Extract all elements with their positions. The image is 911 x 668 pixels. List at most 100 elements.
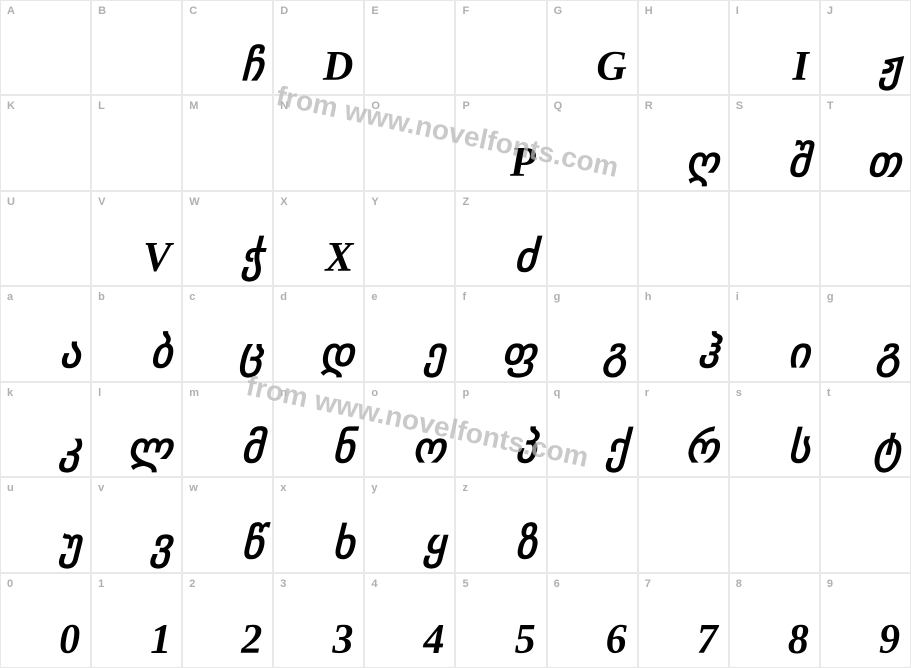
character-map-grid: A BCჩDDEFGGHIIJჟ K LMNO PPQRღSშTთ UVVWჭXXYZძ a…: [0, 0, 911, 668]
glyph-cell[interactable]: [729, 477, 820, 572]
cell-glyph: კ: [59, 428, 80, 470]
glyph-cell[interactable]: 00: [0, 573, 91, 668]
glyph-cell[interactable]: tტ: [820, 382, 911, 477]
glyph-cell[interactable]: eე: [364, 286, 455, 381]
glyph-cell[interactable]: II: [729, 0, 820, 95]
glyph-cell[interactable]: Jჟ: [820, 0, 911, 95]
cell-glyph: ჩ: [240, 46, 262, 88]
glyph-cell[interactable]: qქ: [547, 382, 638, 477]
glyph-cell[interactable]: [820, 477, 911, 572]
glyph-cell[interactable]: [547, 477, 638, 572]
glyph-cell[interactable]: xხ: [273, 477, 364, 572]
glyph-cell[interactable]: 44: [364, 573, 455, 668]
glyph-cell[interactable]: hჰ: [638, 286, 729, 381]
glyph-cell[interactable]: 99: [820, 573, 911, 668]
glyph-cell[interactable]: 33: [273, 573, 364, 668]
cell-label: 4: [371, 578, 377, 590]
cell-label: R: [645, 100, 653, 112]
cell-label: 2: [189, 578, 195, 590]
glyph-cell[interactable]: VV: [91, 191, 182, 286]
glyph-cell[interactable]: [729, 191, 820, 286]
glyph-cell[interactable]: N: [273, 95, 364, 190]
cell-glyph: ჭ: [240, 237, 262, 279]
glyph-cell[interactable]: Y: [364, 191, 455, 286]
glyph-cell[interactable]: lლ: [91, 382, 182, 477]
cell-glyph: ბ: [149, 333, 171, 375]
cell-glyph: ა: [59, 333, 80, 375]
glyph-cell[interactable]: PP: [455, 95, 546, 190]
cell-label: O: [371, 100, 380, 112]
glyph-cell[interactable]: Q: [547, 95, 638, 190]
cell-label: s: [736, 387, 742, 399]
cell-glyph: G: [596, 46, 626, 88]
glyph-cell[interactable]: [820, 191, 911, 286]
glyph-cell[interactable]: L: [91, 95, 182, 190]
glyph-cell[interactable]: 55: [455, 573, 546, 668]
glyph-cell[interactable]: fფ: [455, 286, 546, 381]
glyph-cell[interactable]: Sშ: [729, 95, 820, 190]
glyph-cell[interactable]: cც: [182, 286, 273, 381]
cell-label: 0: [7, 578, 13, 590]
glyph-cell[interactable]: Cჩ: [182, 0, 273, 95]
glyph-cell[interactable]: 88: [729, 573, 820, 668]
glyph-cell[interactable]: sს: [729, 382, 820, 477]
cell-label: o: [371, 387, 378, 399]
cell-glyph: ს: [787, 428, 809, 470]
glyph-cell[interactable]: bბ: [91, 286, 182, 381]
cell-label: v: [98, 482, 104, 494]
glyph-cell[interactable]: zზ: [455, 477, 546, 572]
glyph-cell[interactable]: F: [455, 0, 546, 95]
glyph-cell[interactable]: wწ: [182, 477, 273, 572]
glyph-cell[interactable]: DD: [273, 0, 364, 95]
glyph-cell[interactable]: Tთ: [820, 95, 911, 190]
glyph-cell[interactable]: gგ: [547, 286, 638, 381]
glyph-cell[interactable]: rრ: [638, 382, 729, 477]
glyph-cell[interactable]: 77: [638, 573, 729, 668]
glyph-cell[interactable]: iი: [729, 286, 820, 381]
glyph-cell[interactable]: XX: [273, 191, 364, 286]
glyph-cell[interactable]: Wჭ: [182, 191, 273, 286]
cell-glyph: ტ: [873, 428, 900, 470]
cell-label: w: [189, 482, 198, 494]
glyph-cell[interactable]: kკ: [0, 382, 91, 477]
glyph-cell[interactable]: dდ: [273, 286, 364, 381]
cell-label: 3: [280, 578, 286, 590]
glyph-cell[interactable]: GG: [547, 0, 638, 95]
glyph-cell[interactable]: E: [364, 0, 455, 95]
glyph-cell[interactable]: yყ: [364, 477, 455, 572]
cell-glyph: X: [325, 237, 353, 279]
glyph-cell[interactable]: nნ: [273, 382, 364, 477]
glyph-cell[interactable]: B: [91, 0, 182, 95]
glyph-cell[interactable]: 22: [182, 573, 273, 668]
glyph-cell[interactable]: gგ: [820, 286, 911, 381]
glyph-cell[interactable]: oო: [364, 382, 455, 477]
glyph-cell[interactable]: vვ: [91, 477, 182, 572]
cell-label: A: [7, 5, 15, 17]
glyph-cell[interactable]: U: [0, 191, 91, 286]
glyph-cell[interactable]: H: [638, 0, 729, 95]
glyph-cell[interactable]: aა: [0, 286, 91, 381]
cell-label: g: [554, 291, 561, 303]
cell-label: m: [189, 387, 199, 399]
glyph-cell[interactable]: [638, 477, 729, 572]
cell-glyph: 9: [879, 619, 900, 661]
glyph-cell[interactable]: uუ: [0, 477, 91, 572]
glyph-cell[interactable]: mმ: [182, 382, 273, 477]
glyph-cell[interactable]: K: [0, 95, 91, 190]
glyph-cell[interactable]: A: [0, 0, 91, 95]
cell-label: g: [827, 291, 834, 303]
cell-label: K: [7, 100, 15, 112]
glyph-cell[interactable]: Rღ: [638, 95, 729, 190]
glyph-cell[interactable]: 11: [91, 573, 182, 668]
glyph-cell[interactable]: Zძ: [455, 191, 546, 286]
glyph-cell[interactable]: 66: [547, 573, 638, 668]
cell-label: 8: [736, 578, 742, 590]
glyph-cell[interactable]: [547, 191, 638, 286]
glyph-cell[interactable]: M: [182, 95, 273, 190]
cell-label: I: [736, 5, 739, 17]
cell-glyph: 1: [150, 619, 171, 661]
cell-label: y: [371, 482, 377, 494]
glyph-cell[interactable]: pპ: [455, 382, 546, 477]
glyph-cell[interactable]: [638, 191, 729, 286]
glyph-cell[interactable]: O: [364, 95, 455, 190]
